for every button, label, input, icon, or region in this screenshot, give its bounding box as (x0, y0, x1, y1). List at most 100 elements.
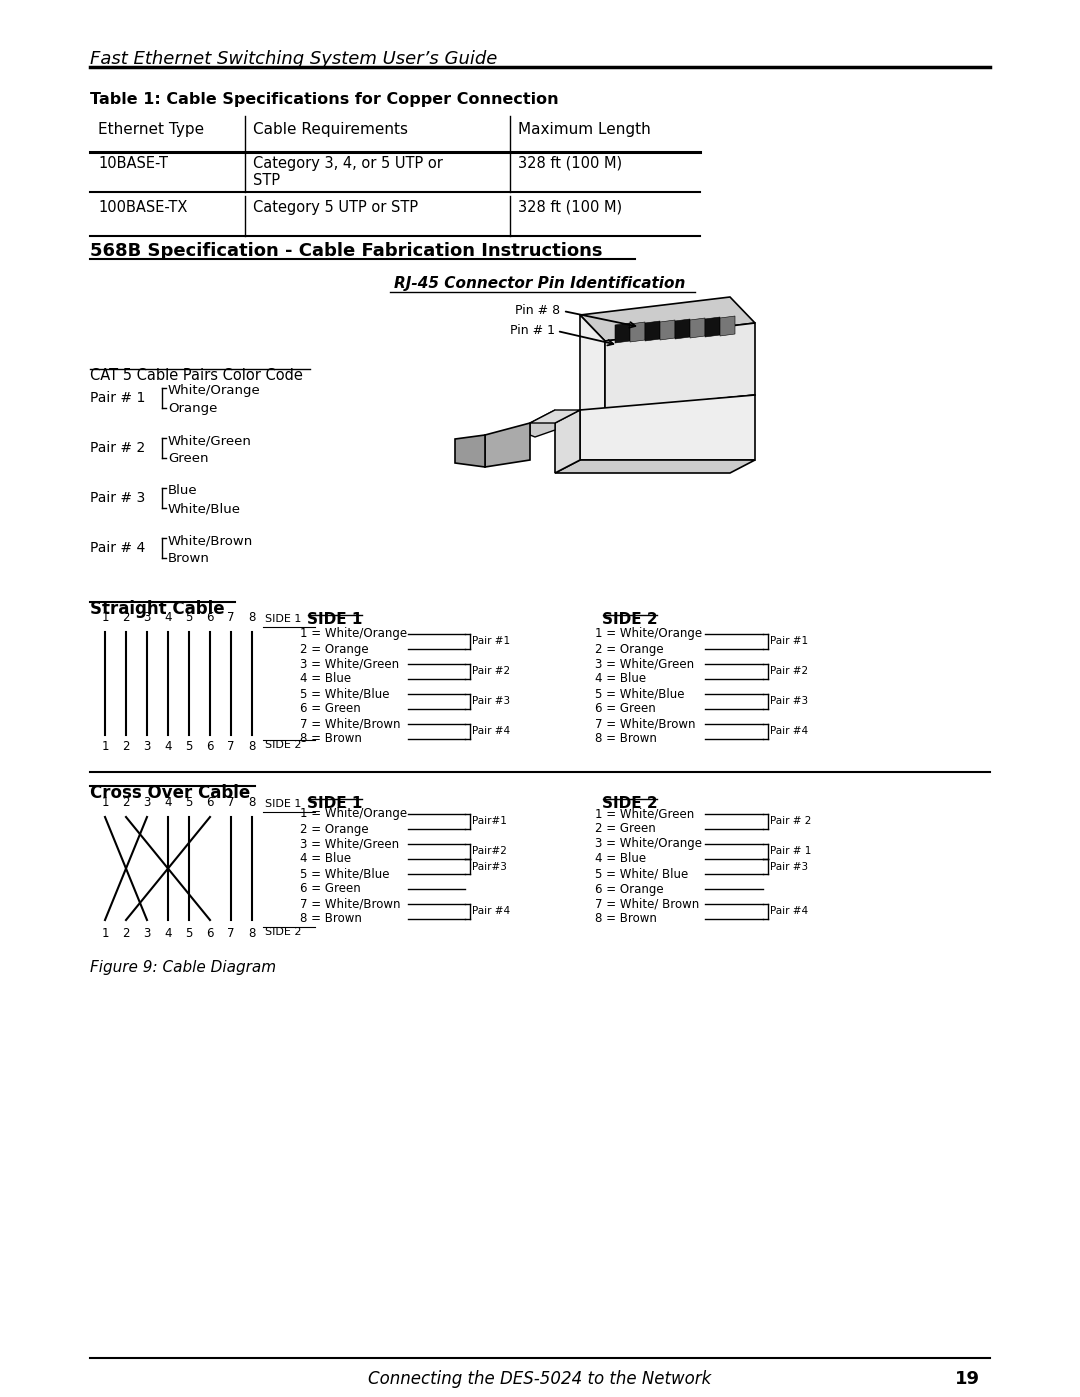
Polygon shape (555, 409, 580, 474)
Text: 1: 1 (102, 796, 109, 809)
Text: 3: 3 (144, 740, 151, 753)
Text: 8 = Brown: 8 = Brown (300, 912, 362, 925)
Text: 5 = White/Blue: 5 = White/Blue (595, 687, 685, 700)
Text: 4 = Blue: 4 = Blue (595, 852, 646, 866)
Polygon shape (580, 395, 755, 423)
Text: Pair#1: Pair#1 (472, 816, 507, 827)
Text: 3: 3 (144, 928, 151, 940)
Polygon shape (580, 314, 605, 409)
Text: Category 5 UTP or STP: Category 5 UTP or STP (253, 200, 418, 215)
Text: 100BASE-TX: 100BASE-TX (98, 200, 187, 215)
Text: White/Orange: White/Orange (168, 384, 260, 397)
Text: 6: 6 (206, 928, 214, 940)
Text: Pin # 1: Pin # 1 (510, 324, 555, 337)
Text: 6 = Green: 6 = Green (300, 703, 361, 715)
Text: 7 = White/Brown: 7 = White/Brown (300, 718, 401, 731)
Polygon shape (580, 395, 755, 460)
Polygon shape (455, 434, 485, 467)
Text: 1 = White/Orange: 1 = White/Orange (595, 627, 702, 640)
Polygon shape (605, 323, 755, 409)
Polygon shape (530, 409, 555, 437)
Text: Category 3, 4, or 5 UTP or
STP: Category 3, 4, or 5 UTP or STP (253, 156, 443, 189)
Text: 7: 7 (227, 796, 234, 809)
Text: Pair#3: Pair#3 (472, 862, 507, 872)
Polygon shape (630, 321, 645, 342)
Text: Straight Cable: Straight Cable (90, 599, 225, 617)
Text: 5: 5 (186, 610, 192, 624)
Text: 7 = White/Brown: 7 = White/Brown (300, 897, 401, 911)
Text: Connecting the DES-5024 to the Network: Connecting the DES-5024 to the Network (368, 1370, 712, 1389)
Text: Maximum Length: Maximum Length (518, 122, 651, 137)
Text: 6: 6 (206, 796, 214, 809)
Text: Orange: Orange (168, 402, 217, 415)
Text: 2: 2 (122, 740, 130, 753)
Text: 6 = Green: 6 = Green (595, 703, 656, 715)
Polygon shape (580, 298, 755, 341)
Polygon shape (530, 409, 580, 423)
Text: Pair #4: Pair #4 (770, 726, 808, 736)
Text: 8 = Brown: 8 = Brown (300, 732, 362, 746)
Text: Pair#2: Pair#2 (472, 847, 507, 856)
Text: Blue: Blue (168, 483, 198, 497)
Text: 3 = White/Orange: 3 = White/Orange (595, 837, 702, 851)
Text: 8 = Brown: 8 = Brown (595, 732, 657, 746)
Text: 8: 8 (248, 610, 256, 624)
Text: RJ-45 Connector Pin Identification: RJ-45 Connector Pin Identification (394, 277, 686, 291)
Polygon shape (660, 320, 675, 339)
Text: Pin # 8: Pin # 8 (515, 303, 561, 317)
Text: SIDE 1: SIDE 1 (308, 796, 363, 812)
Text: SIDE 1: SIDE 1 (265, 799, 301, 809)
Text: 5 = White/ Blue: 5 = White/ Blue (595, 868, 688, 880)
Text: 5 = White/Blue: 5 = White/Blue (300, 687, 390, 700)
Text: Brown: Brown (168, 552, 210, 564)
Text: 4 = Blue: 4 = Blue (300, 672, 351, 686)
Text: 2: 2 (122, 610, 130, 624)
Text: 5: 5 (186, 928, 192, 940)
Text: 2 = Green: 2 = Green (595, 823, 656, 835)
Text: 3: 3 (144, 610, 151, 624)
Text: 8: 8 (248, 796, 256, 809)
Text: 4: 4 (164, 740, 172, 753)
Text: Green: Green (168, 453, 208, 465)
Text: 4: 4 (164, 610, 172, 624)
Text: Table 1: Cable Specifications for Copper Connection: Table 1: Cable Specifications for Copper… (90, 92, 558, 108)
Text: 2 = Orange: 2 = Orange (595, 643, 663, 655)
Text: 2 = Orange: 2 = Orange (300, 643, 368, 655)
Text: Cross Over Cable: Cross Over Cable (90, 784, 251, 802)
Text: 3: 3 (144, 796, 151, 809)
Text: 568B Specification - Cable Fabrication Instructions: 568B Specification - Cable Fabrication I… (90, 242, 603, 260)
Text: Ethernet Type: Ethernet Type (98, 122, 204, 137)
Text: 328 ft (100 M): 328 ft (100 M) (518, 156, 622, 170)
Text: Pair # 1: Pair # 1 (90, 391, 146, 405)
Text: SIDE 2: SIDE 2 (603, 612, 658, 627)
Text: Pair # 2: Pair # 2 (90, 441, 145, 455)
Polygon shape (615, 323, 630, 344)
Text: SIDE 2: SIDE 2 (265, 928, 301, 937)
Text: 10BASE-T: 10BASE-T (98, 156, 168, 170)
Text: 8 = Brown: 8 = Brown (595, 912, 657, 925)
Text: SIDE 2: SIDE 2 (603, 796, 658, 812)
Text: Pair # 3: Pair # 3 (90, 490, 145, 504)
Polygon shape (705, 317, 720, 337)
Text: Pair # 4: Pair # 4 (90, 541, 145, 555)
Polygon shape (645, 321, 660, 341)
Text: 328 ft (100 M): 328 ft (100 M) (518, 200, 622, 215)
Text: 2: 2 (122, 928, 130, 940)
Polygon shape (720, 316, 735, 337)
Polygon shape (555, 460, 755, 474)
Text: 5 = White/Blue: 5 = White/Blue (300, 868, 390, 880)
Text: Pair #3: Pair #3 (770, 697, 808, 707)
Text: Pair # 2: Pair # 2 (770, 816, 811, 827)
Text: 3 = White/Green: 3 = White/Green (595, 658, 694, 671)
Text: Pair #4: Pair #4 (770, 907, 808, 916)
Polygon shape (675, 319, 690, 339)
Text: Pair #1: Pair #1 (770, 637, 808, 647)
Text: 1 = White/Orange: 1 = White/Orange (300, 807, 407, 820)
Text: Pair # 1: Pair # 1 (770, 847, 811, 856)
Text: 7: 7 (227, 610, 234, 624)
Text: SIDE 1: SIDE 1 (308, 612, 363, 627)
Text: SIDE 2: SIDE 2 (265, 740, 301, 750)
Text: Pair #1: Pair #1 (472, 637, 510, 647)
Text: 6 = Orange: 6 = Orange (595, 883, 663, 895)
Text: White/Brown: White/Brown (168, 534, 253, 548)
